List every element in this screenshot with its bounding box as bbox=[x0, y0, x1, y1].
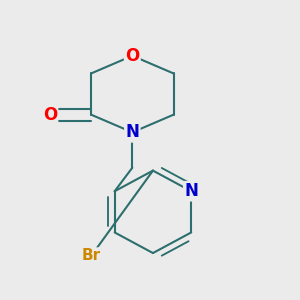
Text: O: O bbox=[125, 47, 140, 65]
Text: N: N bbox=[125, 123, 139, 141]
Text: N: N bbox=[184, 182, 198, 200]
Text: O: O bbox=[43, 106, 57, 124]
Text: Br: Br bbox=[82, 248, 101, 263]
